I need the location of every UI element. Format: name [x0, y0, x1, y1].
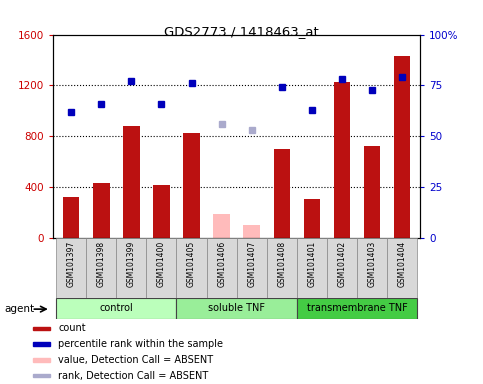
Bar [93, 184, 110, 238]
Bar [146, 238, 176, 298]
Bar [297, 298, 417, 319]
Bar [86, 238, 116, 298]
Bar [56, 298, 176, 319]
Bar [123, 126, 140, 238]
Text: GSM101405: GSM101405 [187, 240, 196, 287]
Text: GSM101407: GSM101407 [247, 240, 256, 287]
Text: soluble TNF: soluble TNF [208, 303, 265, 313]
Text: GDS2773 / 1418463_at: GDS2773 / 1418463_at [164, 25, 319, 38]
Bar [267, 238, 297, 298]
Bar [297, 238, 327, 298]
Text: GSM101403: GSM101403 [368, 240, 377, 287]
Bar [183, 132, 200, 238]
Text: GSM101401: GSM101401 [307, 240, 316, 286]
Bar [357, 238, 387, 298]
Bar [63, 197, 80, 238]
Text: GSM101400: GSM101400 [157, 240, 166, 287]
Text: percentile rank within the sample: percentile rank within the sample [58, 339, 223, 349]
Bar [273, 149, 290, 238]
Bar [207, 238, 237, 298]
Bar [116, 238, 146, 298]
Bar [176, 298, 297, 319]
Bar [394, 56, 411, 238]
Text: GSM101397: GSM101397 [67, 240, 76, 287]
Text: GSM101408: GSM101408 [277, 240, 286, 286]
Text: GSM101398: GSM101398 [97, 240, 106, 286]
Bar [176, 238, 207, 298]
Text: agent: agent [5, 304, 35, 314]
Text: count: count [58, 323, 86, 333]
Bar [213, 214, 230, 238]
Bar [33, 374, 50, 377]
Bar [334, 82, 350, 238]
Bar [364, 147, 380, 238]
Text: GSM101404: GSM101404 [398, 240, 407, 287]
Bar [153, 185, 170, 238]
Bar [243, 225, 260, 238]
Bar [33, 343, 50, 346]
Text: GSM101406: GSM101406 [217, 240, 226, 287]
Text: GSM101399: GSM101399 [127, 240, 136, 287]
Bar [33, 358, 50, 361]
Bar [304, 199, 320, 238]
Bar [327, 238, 357, 298]
Bar [56, 238, 86, 298]
Text: rank, Detection Call = ABSENT: rank, Detection Call = ABSENT [58, 371, 209, 381]
Bar [237, 238, 267, 298]
Text: GSM101402: GSM101402 [338, 240, 346, 286]
Text: control: control [99, 303, 133, 313]
Text: transmembrane TNF: transmembrane TNF [307, 303, 407, 313]
Text: value, Detection Call = ABSENT: value, Detection Call = ABSENT [58, 355, 213, 365]
Bar [387, 238, 417, 298]
Bar [33, 327, 50, 330]
